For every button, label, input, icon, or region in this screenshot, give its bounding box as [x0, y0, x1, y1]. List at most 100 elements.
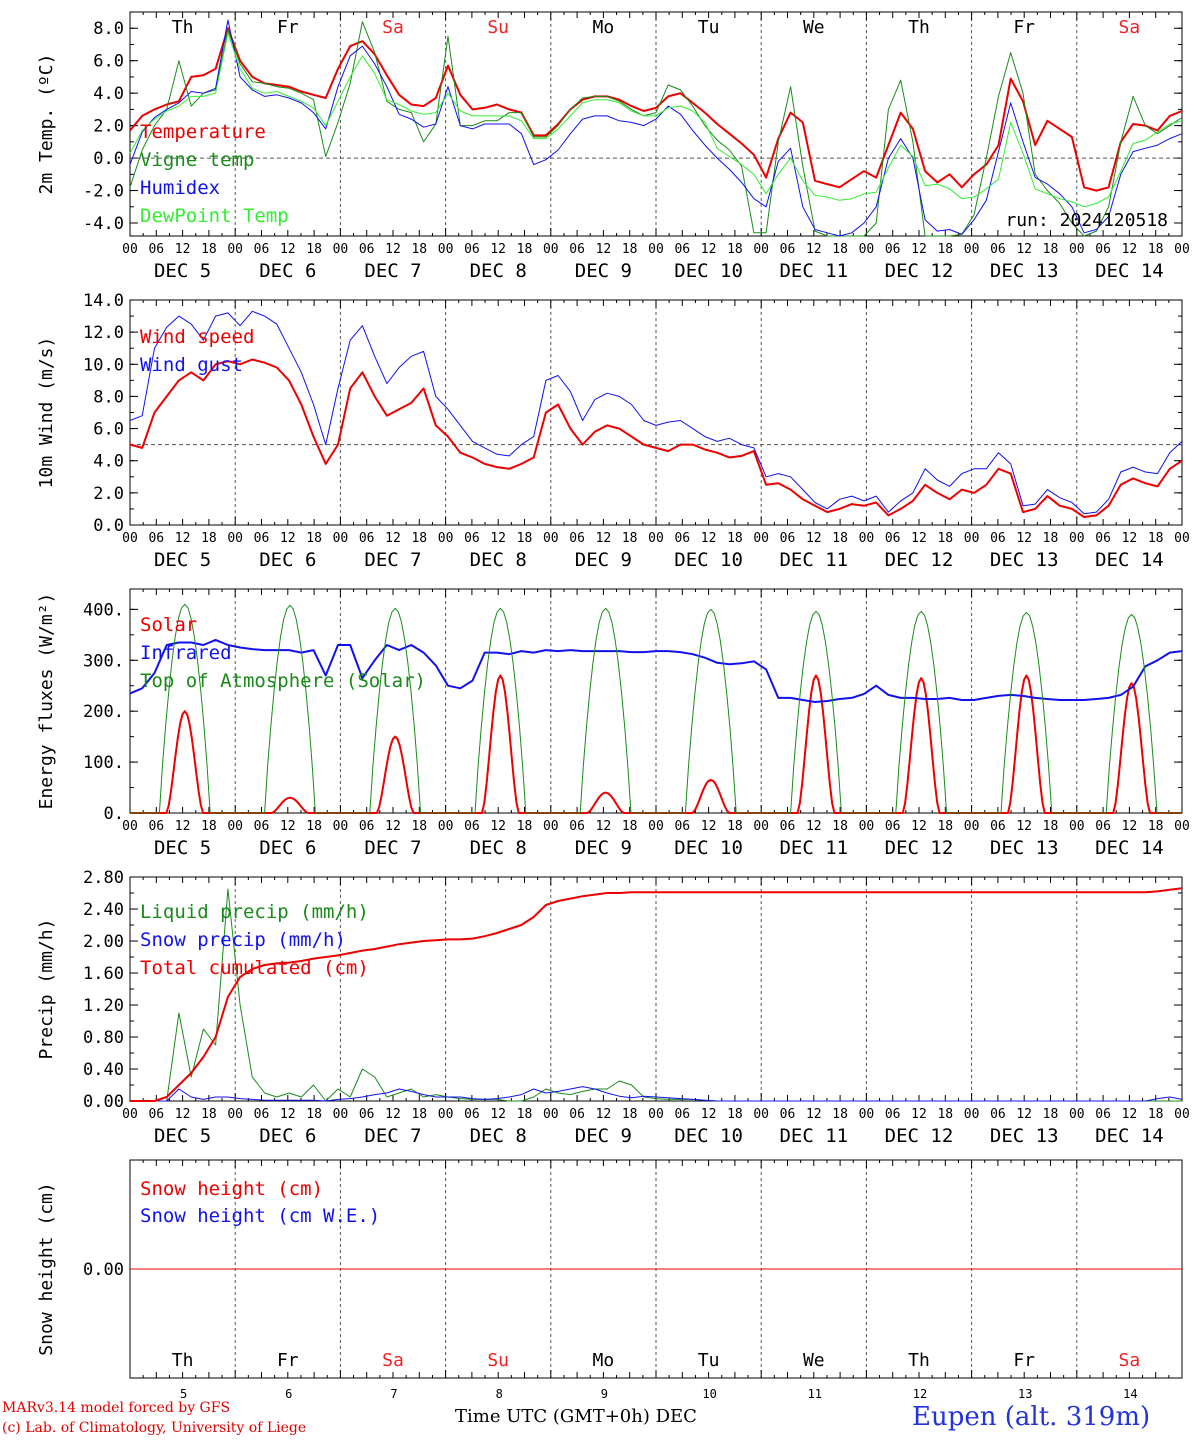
snow-day-number: 9: [601, 1387, 608, 1401]
wind-hour-label: 00: [859, 531, 875, 546]
temp-hour-label: 00: [964, 242, 980, 257]
precip-legend-entry: Liquid precip (mm/h): [140, 901, 369, 923]
precip-hour-label: 06: [464, 1107, 480, 1122]
energy-hour-label: 00: [648, 819, 664, 834]
wind-hour-label: 12: [1122, 531, 1138, 546]
x-axis-title-text: Time UTC (GMT+0h): [455, 1406, 650, 1427]
temp-hour-label: 06: [1095, 242, 1111, 257]
wind-series-line: [129, 358, 1183, 518]
energy-y-tick-label: 400.: [83, 600, 124, 620]
wind-hour-label: 12: [490, 531, 506, 546]
wind-hour-label: 06: [674, 531, 690, 546]
precip-y-tick-label: 2.40: [83, 900, 124, 920]
temp-y-tick-label: -4.0: [83, 214, 124, 234]
energy-date-label: DEC 10: [674, 837, 743, 859]
energy-date-label: DEC 13: [990, 837, 1059, 859]
wind-y-tick-label: 10.0: [83, 355, 124, 375]
wind-y-tick-label: 12.0: [83, 323, 124, 343]
temp-day-name: Fr: [1013, 17, 1035, 38]
temp-y-tick-label: 2.0: [93, 117, 124, 137]
wind-frame: [129, 299, 1183, 526]
energy-hour-label: 12: [490, 819, 506, 834]
wind-hour-label: 06: [254, 531, 270, 546]
snow-day-number: 7: [390, 1387, 397, 1401]
temp-day-name: Th: [172, 17, 194, 38]
energy-hour-label: 00: [543, 819, 559, 834]
energy-hour-label: 12: [385, 819, 401, 834]
snow-legend-entry: Snow height (cm W.E.): [140, 1205, 380, 1227]
wind-date-label: DEC 8: [470, 549, 527, 571]
energy-hour-label: 18: [937, 819, 953, 834]
wind-legend-entry: Wind speed: [140, 326, 254, 348]
precip-y-tick-label: 1.60: [83, 964, 124, 984]
wind-date-label: DEC 6: [259, 549, 316, 571]
precip-date-label: DEC 12: [885, 1125, 954, 1147]
energy-hour-label: 18: [201, 819, 217, 834]
precip-panel: [129, 876, 1183, 1102]
energy-y-tick-label: 100.: [83, 753, 124, 773]
temp-hour-label: 06: [780, 242, 796, 257]
energy-hour-label: 12: [806, 819, 822, 834]
snow-day-number: 13: [1018, 1387, 1032, 1401]
energy-hour-label: 06: [990, 819, 1006, 834]
precip-hour-label: 00: [333, 1107, 349, 1122]
energy-hour-label: 06: [885, 819, 901, 834]
precip-series-line: [130, 1086, 1183, 1102]
wind-hour-label: 12: [596, 531, 612, 546]
precip-y-tick-label: 2.80: [83, 868, 124, 888]
snow-day-name: Th: [908, 1350, 930, 1371]
temp-hour-label: 00: [122, 242, 138, 257]
energy-hour-label: 00: [964, 819, 980, 834]
snow-day-name: Tu: [698, 1350, 720, 1371]
snow-day-number: 10: [702, 1387, 716, 1401]
wind-y-tick-label: 8.0: [93, 387, 124, 407]
precip-hour-label: 12: [806, 1107, 822, 1122]
wind-legend-entry: Wind gust: [140, 354, 243, 376]
wind-hour-label: 18: [937, 531, 953, 546]
temp-date-label: DEC 6: [259, 260, 316, 282]
precip-hour-label: 18: [832, 1107, 848, 1122]
precip-hour-label: 00: [1174, 1107, 1190, 1122]
precip-date-label: DEC 11: [779, 1125, 848, 1147]
temp-y-tick-label: 4.0: [93, 84, 124, 104]
temp-hour-label: 12: [701, 242, 717, 257]
temp-hour-label: 06: [569, 242, 585, 257]
precip-y-tick-label: 2.00: [83, 932, 124, 952]
temp-hour-label: 18: [1148, 242, 1164, 257]
temp-hour-label: 00: [227, 242, 243, 257]
wind-hour-label: 06: [359, 531, 375, 546]
temp-date-label: DEC 5: [154, 260, 211, 282]
wind-date-label: DEC 12: [885, 549, 954, 571]
wind-date-label: DEC 10: [674, 549, 743, 571]
snow-day-name: Mo: [593, 1350, 615, 1371]
precip-date-label: DEC 10: [674, 1125, 743, 1147]
precip-hour-label: 00: [648, 1107, 664, 1122]
energy-hour-label: 18: [306, 819, 322, 834]
temp-hour-label: 12: [911, 242, 927, 257]
temp-date-label: DEC 11: [779, 260, 848, 282]
temp-hour-label: 18: [517, 242, 533, 257]
wind-hour-label: 00: [438, 531, 454, 546]
energy-hour-label: 06: [1095, 819, 1111, 834]
precip-y-tick-label: 0.00: [83, 1092, 124, 1112]
precip-hour-label: 18: [306, 1107, 322, 1122]
energy-hour-label: 18: [727, 819, 743, 834]
precip-hour-label: 18: [517, 1107, 533, 1122]
snow-y-tick-label: 0.00: [83, 1260, 124, 1280]
energy-frame: [129, 588, 1183, 814]
wind-hour-label: 12: [280, 531, 296, 546]
wind-hour-label: 00: [1174, 531, 1190, 546]
precip-series-line: [130, 887, 1183, 1102]
temp-date-label: DEC 12: [885, 260, 954, 282]
wind-hour-label: 12: [175, 531, 191, 546]
temp-hour-label: 18: [937, 242, 953, 257]
temp-hour-label: 06: [464, 242, 480, 257]
temp-hour-label: 00: [438, 242, 454, 257]
temp-day-name: Sa: [1119, 17, 1141, 38]
temp-day-name: Tu: [698, 17, 720, 38]
credit-model: MARv3.14 model forced by GFS: [2, 1400, 231, 1416]
wind-hour-label: 18: [306, 531, 322, 546]
precip-y-tick-label: 0.40: [83, 1060, 124, 1080]
temp-date-label: DEC 14: [1095, 260, 1164, 282]
temp-y-tick-label: 0.0: [93, 149, 124, 169]
